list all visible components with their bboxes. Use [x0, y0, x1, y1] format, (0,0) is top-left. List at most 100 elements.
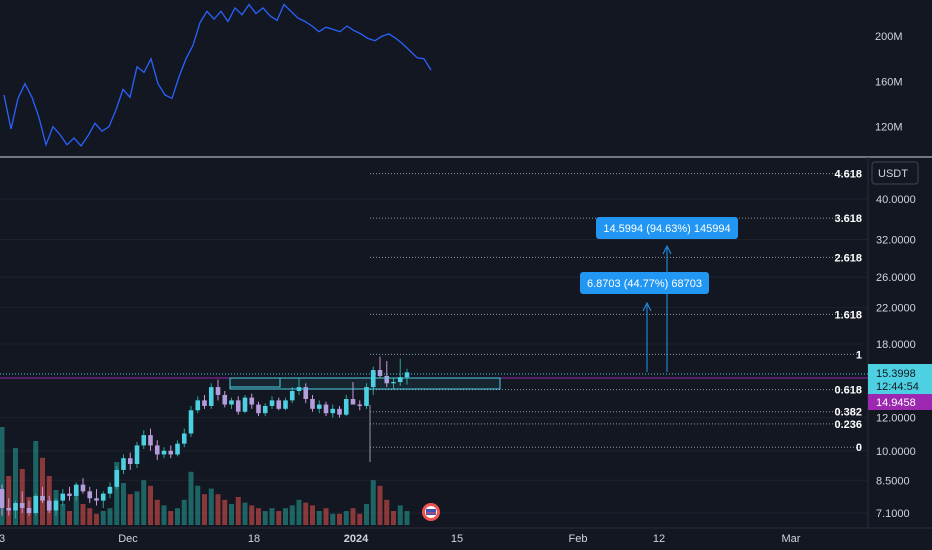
time-tick-label-2: 18	[248, 533, 260, 545]
candle-body	[161, 450, 167, 455]
candle-body	[73, 484, 79, 496]
candle-body	[357, 404, 363, 406]
candle-body	[19, 503, 25, 508]
volume-bar	[384, 499, 390, 525]
currency-badge[interactable]	[871, 161, 919, 185]
volume-bar	[303, 502, 309, 525]
candle-body	[114, 469, 120, 487]
measure-label-2-text: 14.5994 (94.63%) 145994	[603, 223, 730, 235]
price-y-axis[interactable]: USDT 40.0000 32.0000 26.0000 22.0000 18.0000…	[871, 161, 919, 520]
measure-label-2[interactable]: 14.5994 (94.63%) 145994	[596, 217, 738, 239]
volume-bar	[269, 508, 275, 525]
volume-bar	[114, 462, 120, 525]
candles	[0, 356, 410, 519]
price-tick-label-8: 7.1000	[876, 508, 910, 520]
time-tick-label-5: Feb	[569, 533, 588, 545]
candle-body	[323, 404, 329, 414]
candle-body	[350, 398, 356, 405]
candle-body	[269, 400, 275, 406]
candle-body	[249, 397, 255, 405]
candle-body	[181, 433, 187, 444]
volume-bar	[168, 511, 174, 525]
candle-body	[188, 410, 194, 434]
price-tick-label-3: 22.0000	[876, 303, 916, 315]
volume-bar	[175, 508, 180, 525]
price-tick-label-7: 8.5000	[876, 475, 910, 487]
indicator-tick-label-2: 120M	[875, 122, 903, 134]
candle-body	[337, 408, 342, 415]
price-tick-label-5: 12.0000	[876, 413, 916, 425]
volume-bar	[73, 490, 79, 525]
fib-label-3.618: 3.618	[834, 213, 862, 225]
volume-bar	[181, 499, 187, 525]
volume-bar	[276, 511, 282, 525]
volume-bar	[195, 485, 201, 525]
candle-body	[310, 398, 315, 409]
volume-bar	[296, 499, 302, 525]
range-box-small[interactable]	[229, 377, 281, 388]
candle-body	[168, 450, 174, 455]
volume-bar	[208, 488, 214, 525]
volume-bar	[134, 491, 140, 525]
current-price-tag: 15.3998 12:44:54	[868, 364, 932, 394]
time-tick-label-6: 12	[653, 533, 665, 545]
time-tick-label-3: 2024	[344, 533, 369, 545]
candle-body	[107, 486, 113, 494]
measure-label-1[interactable]: 6.8703 (44.77%) 68703	[580, 272, 709, 294]
candle-body	[94, 498, 99, 501]
volume-bar	[0, 427, 5, 525]
candle-body	[175, 443, 180, 455]
current-price-value: 15.3998	[876, 368, 916, 380]
candle-body	[364, 387, 369, 406]
candle-body	[303, 387, 309, 399]
fib-label-0: 0	[856, 442, 862, 454]
volume-bar	[337, 513, 342, 525]
currency-label: USDT	[878, 168, 908, 180]
fib-label-1: 1	[856, 349, 862, 361]
volume-bar	[188, 471, 194, 525]
candle-body	[195, 400, 201, 411]
volume-bar	[67, 511, 72, 525]
candle-body	[67, 493, 72, 496]
candle-body	[235, 400, 241, 412]
volume-bar	[107, 508, 113, 525]
volume-bar	[161, 505, 167, 525]
indicator-tick-label-1: 160M	[875, 76, 903, 88]
volume-bar	[242, 502, 248, 525]
time-tick-label-0: 3	[0, 533, 5, 545]
indicator-y-axis: 200M 160M 120M	[875, 31, 903, 134]
volume-bar	[289, 505, 295, 525]
indicator-tick-label-0: 200M	[875, 31, 903, 43]
indicator-panel	[3, 3, 432, 147]
volume-bar	[154, 499, 160, 525]
candle-body	[100, 493, 106, 501]
candle-body	[154, 445, 160, 455]
candle-body	[343, 398, 349, 415]
volume-bar	[330, 513, 336, 525]
volume-bar	[404, 511, 410, 525]
indicator-line	[3, 3, 432, 147]
time-x-axis[interactable]: 3 Dec 18 2024 15 Feb 12 Mar	[0, 527, 932, 545]
volume-bar	[121, 483, 126, 525]
purple-price-tag: 14.9458	[868, 394, 932, 410]
candle-body	[46, 500, 52, 511]
measure-arrow-2[interactable]	[662, 244, 672, 372]
candle-body	[404, 372, 410, 378]
candle-body	[242, 397, 248, 412]
candle-body	[229, 400, 234, 405]
candle-body	[370, 370, 376, 388]
news-flag-icon[interactable]	[422, 503, 440, 521]
volume-bar	[148, 485, 153, 525]
candle-body	[384, 375, 390, 384]
candle-body	[33, 495, 39, 513]
candle-body	[26, 507, 32, 513]
candle-body	[283, 400, 288, 409]
measure-arrow-1[interactable]	[642, 301, 652, 372]
volume-bar	[202, 494, 207, 525]
candle-body	[330, 408, 336, 414]
candle-body	[316, 404, 322, 409]
candle-body	[141, 435, 147, 446]
price-tick-label-4: 18.0000	[876, 339, 916, 351]
